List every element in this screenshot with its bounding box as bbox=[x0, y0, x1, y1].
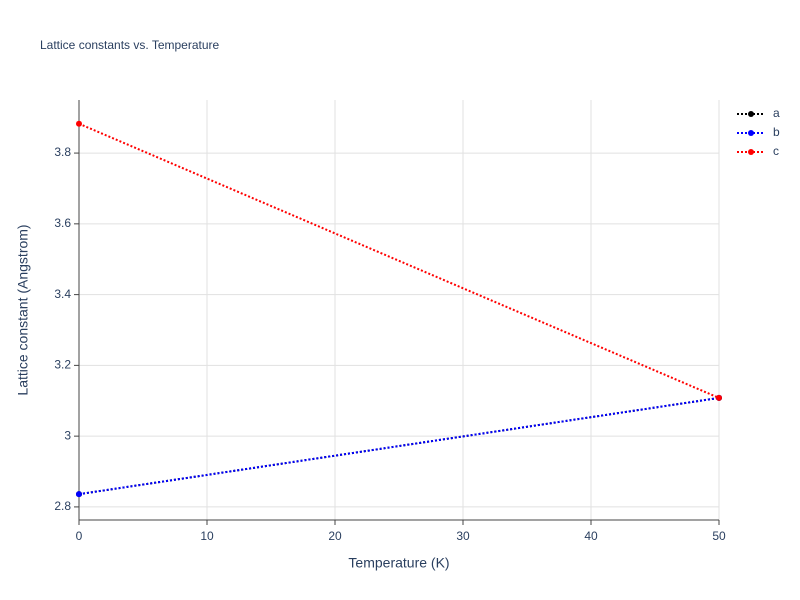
point bbox=[76, 120, 82, 127]
series-line bbox=[78, 122, 720, 399]
legend-label: b bbox=[773, 125, 780, 139]
y-tick-label: 2.8 bbox=[54, 499, 71, 513]
x-axis-label: Temperature (K) bbox=[348, 555, 449, 571]
legend-marker bbox=[748, 130, 754, 136]
point bbox=[76, 491, 82, 498]
point bbox=[716, 394, 722, 401]
legend-label: a bbox=[773, 106, 780, 120]
y-axis-label: Lattice constant (Angstrom) bbox=[15, 224, 31, 395]
y-tick-label: 3 bbox=[64, 428, 71, 442]
x-tick-label: 0 bbox=[76, 529, 83, 543]
x-tick-label: 10 bbox=[200, 529, 214, 543]
legend-marker bbox=[748, 111, 754, 117]
series-line bbox=[78, 396, 720, 496]
chart-title: Lattice constants vs. Temperature bbox=[40, 38, 220, 52]
legend-item: b bbox=[737, 125, 780, 139]
x-tick-label: 30 bbox=[456, 529, 470, 543]
y-tick-label: 3.4 bbox=[54, 287, 71, 301]
x-tick-label: 50 bbox=[712, 529, 726, 543]
x-tick-label: 20 bbox=[328, 529, 342, 543]
legend-label: c bbox=[773, 144, 779, 158]
x-tick-label: 40 bbox=[584, 529, 598, 543]
legend-marker bbox=[748, 149, 754, 155]
y-tick-label: 3.2 bbox=[54, 358, 71, 372]
y-tick-label: 3.6 bbox=[54, 216, 71, 230]
legend-item: c bbox=[737, 144, 779, 158]
legend-item: a bbox=[737, 106, 780, 120]
y-tick-label: 3.8 bbox=[54, 145, 71, 159]
